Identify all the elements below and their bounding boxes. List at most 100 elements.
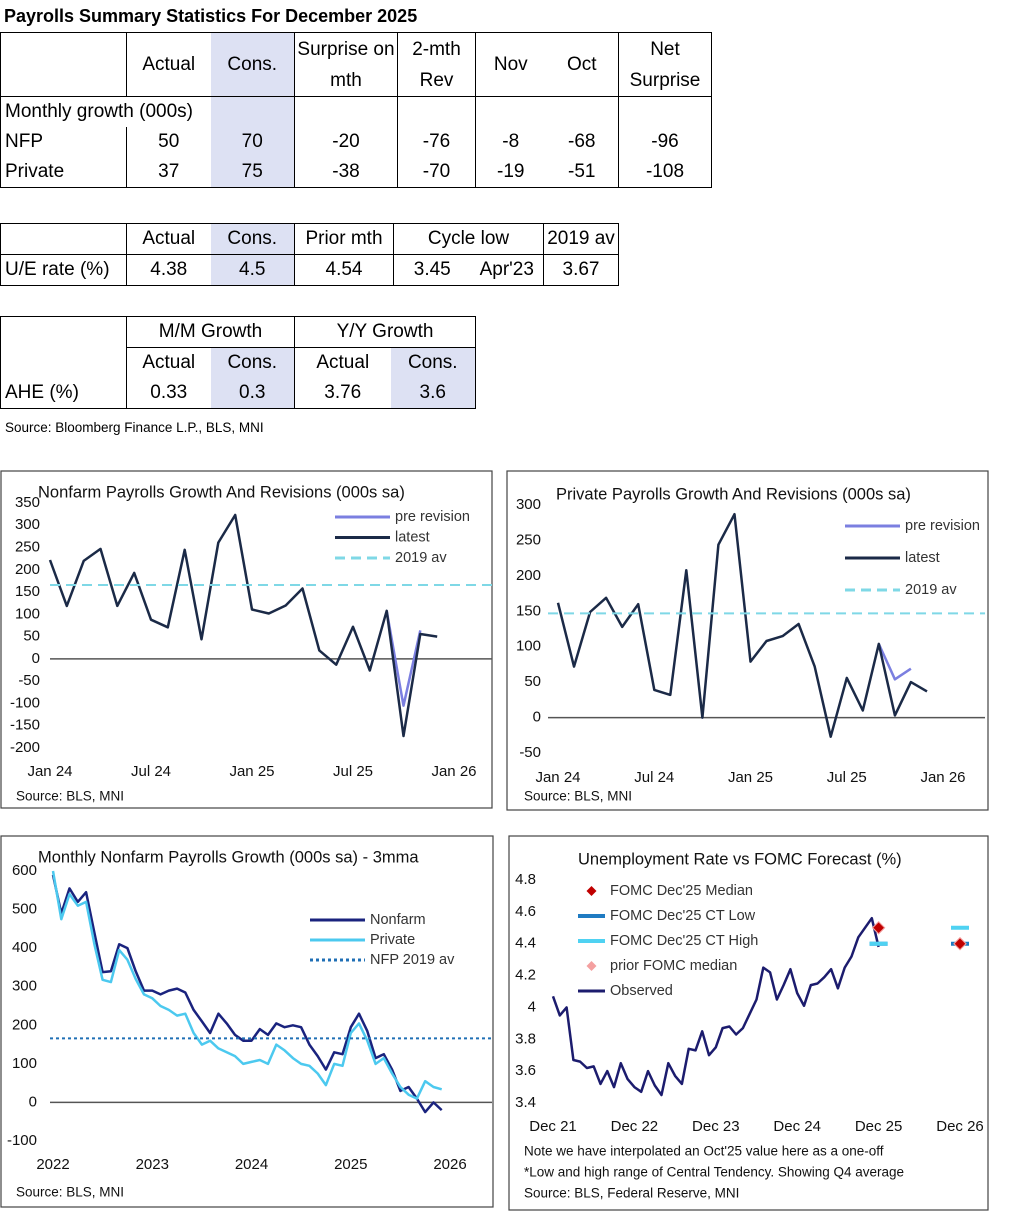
y-tick-label: -100 (7, 1132, 37, 1149)
chart-frame (508, 835, 989, 1211)
series-line (551, 916, 880, 1097)
y-tick-label: 50 (524, 673, 541, 690)
column-header: Oct (545, 32, 619, 97)
column-header: 2-mth Rev (397, 32, 476, 97)
cell: -19 (475, 157, 546, 188)
y-tick-label: -50 (519, 744, 541, 761)
x-tick-label: Dec 26 (936, 1118, 984, 1135)
x-tick-label: Dec 25 (855, 1118, 903, 1135)
cell: -108 (618, 157, 712, 188)
chart-title: Monthly Nonfarm Payrolls Growth (000s sa… (38, 848, 419, 866)
column-header: Cons. (210, 347, 295, 378)
x-tick-label: Jan 26 (431, 763, 476, 780)
cell: Apr'23 (479, 259, 534, 280)
forecast-marker (953, 937, 967, 951)
column-header: 2019 av (543, 223, 619, 255)
y-tick-label: 100 (12, 1055, 37, 1072)
y-tick-label: 250 (516, 531, 541, 548)
y-tick-label: 4.2 (515, 967, 536, 984)
y-tick-label: 100 (15, 605, 40, 622)
x-tick-label: Jan 25 (229, 763, 274, 780)
cell: 4.38 (126, 254, 211, 286)
legend-label: Nonfarm (370, 912, 426, 928)
legend-label: pre revision (395, 509, 470, 525)
x-tick-label: Jul 24 (634, 769, 674, 786)
column-header: Net Surprise (618, 32, 712, 97)
y-tick-label: 200 (516, 567, 541, 584)
y-tick-label: 3.8 (515, 1030, 536, 1047)
y-tick-label: 0 (533, 709, 541, 726)
y-tick-label: 150 (15, 583, 40, 600)
x-tick-label: 2025 (334, 1156, 367, 1173)
cell: -51 (568, 161, 596, 182)
y-tick-label: 500 (12, 901, 37, 918)
x-tick-label: 2024 (235, 1156, 268, 1173)
x-tick-label: Jul 25 (827, 769, 867, 786)
cell: 0.3 (210, 378, 295, 409)
legend-label: FOMC Dec'25 Median (610, 883, 753, 899)
series-line (877, 643, 912, 681)
y-tick-label: -150 (10, 717, 40, 734)
chart-note: *Low and high range of Central Tendency.… (524, 1165, 904, 1180)
cell: -8 (475, 127, 546, 157)
cell (210, 96, 295, 127)
header-row: Actual Cons. Actual Cons. (1, 347, 476, 378)
column-header: Actual (126, 32, 211, 97)
chart-frame (506, 470, 989, 811)
y-tick-label: 200 (15, 561, 40, 578)
y-tick-label: -200 (10, 739, 40, 756)
section-label: Monthly growth (000s) (5, 101, 193, 122)
column-header: Surprise on mth (294, 32, 398, 97)
legend-label: latest (905, 550, 940, 566)
row-label: AHE (%) (5, 382, 79, 403)
legend-label: prior FOMC median (610, 958, 737, 974)
corner-cell (0, 32, 127, 97)
cell: 3.76 (294, 378, 391, 409)
group-row: M/M Growth Y/Y Growth (1, 316, 476, 348)
source: Source: Bloomberg Finance L.P., BLS, MNI (5, 420, 264, 435)
page-title: Payrolls Summary Statistics For December… (4, 6, 418, 26)
legend-label: latest (395, 529, 430, 545)
series-line (51, 874, 443, 1114)
x-tick-label: Dec 22 (611, 1118, 659, 1135)
cell: 4.54 (294, 254, 394, 286)
earnings-table: M/M Growth Y/Y Growth Actual Cons. Actua… (0, 316, 477, 409)
cell (618, 96, 712, 127)
y-tick-label: 100 (516, 638, 541, 655)
cell: -38 (294, 157, 398, 188)
column-header: Cons. (390, 347, 476, 378)
series-line (51, 870, 443, 1100)
column-header: Nov (475, 32, 546, 97)
y-tick-label: 0 (29, 1093, 37, 1110)
cell: -68 (568, 131, 596, 152)
y-tick-label: 3.6 (515, 1062, 536, 1079)
corner-cell (0, 223, 127, 255)
x-tick-label: Jul 24 (131, 763, 171, 780)
chart-source: Source: BLS, Federal Reserve, MNI (524, 1186, 739, 1201)
cell: 70 (210, 127, 295, 157)
y-tick-label: 200 (12, 1016, 37, 1033)
cell: 50 (126, 127, 211, 157)
y-tick-label: 4.4 (515, 935, 536, 952)
y-tick-label: -100 (10, 694, 40, 711)
group-header: M/M Growth (125, 316, 295, 348)
group-header: Y/Y Growth (294, 316, 476, 348)
column-header: Cycle low (393, 223, 544, 255)
x-tick-label: Dec 21 (529, 1118, 577, 1135)
y-tick-label: 0 (32, 650, 40, 667)
chart-title: Private Payrolls Growth And Revisions (0… (556, 485, 911, 503)
x-tick-label: Jan 26 (920, 769, 965, 786)
column-header: Cons. (210, 223, 295, 255)
payrolls-table: Actual Cons. Surprise on mth 2-mth Rev N… (0, 32, 712, 188)
y-tick-label: 400 (12, 939, 37, 956)
chart-frame (0, 835, 494, 1208)
y-tick-label: 4 (528, 998, 536, 1015)
y-tick-label: 150 (516, 602, 541, 619)
cell: -70 (397, 157, 476, 188)
y-tick-label: 300 (516, 496, 541, 513)
legend-label: 2019 av (905, 582, 957, 598)
row-label: U/E rate (%) (5, 259, 110, 280)
cell: 3.67 (543, 254, 619, 286)
series-line (556, 512, 928, 738)
